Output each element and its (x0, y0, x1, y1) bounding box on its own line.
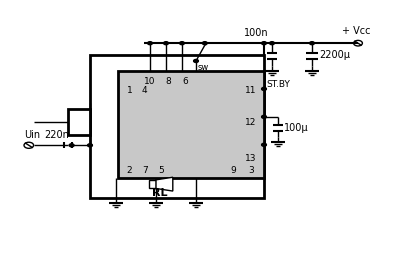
Bar (118, 71, 264, 178)
Text: 4: 4 (142, 86, 148, 95)
Text: 13: 13 (244, 154, 256, 163)
Text: 8: 8 (165, 77, 171, 86)
Text: RL: RL (152, 188, 168, 198)
Text: Uin: Uin (24, 130, 40, 140)
Text: 100n: 100n (244, 28, 268, 38)
Text: 220n: 220n (44, 130, 69, 140)
Text: ST.BY: ST.BY (266, 80, 290, 89)
Circle shape (262, 115, 266, 118)
Text: 9: 9 (230, 166, 236, 175)
Circle shape (148, 42, 152, 45)
Text: 2200μ: 2200μ (319, 50, 350, 60)
Text: 1: 1 (127, 86, 132, 95)
Circle shape (88, 144, 92, 147)
Circle shape (270, 42, 274, 45)
Text: 10: 10 (144, 77, 156, 86)
Bar (90, 55, 264, 198)
Text: 12: 12 (245, 118, 256, 127)
Bar (68, 109, 90, 135)
Text: + Vcc: + Vcc (342, 26, 370, 36)
Circle shape (262, 143, 266, 146)
Circle shape (194, 59, 198, 62)
Circle shape (310, 42, 314, 45)
Text: 7: 7 (142, 166, 148, 175)
Circle shape (262, 42, 266, 45)
Text: 5: 5 (158, 166, 164, 175)
Circle shape (164, 42, 168, 45)
Polygon shape (149, 180, 156, 188)
Text: 11: 11 (244, 86, 256, 95)
Circle shape (262, 87, 266, 90)
Text: 6: 6 (182, 77, 188, 86)
Circle shape (69, 144, 74, 147)
Text: 100μ: 100μ (284, 122, 309, 133)
Text: 3: 3 (248, 166, 254, 175)
Text: 2: 2 (127, 166, 132, 175)
Circle shape (180, 42, 184, 45)
Circle shape (202, 42, 207, 45)
Polygon shape (156, 177, 173, 191)
Text: sw: sw (198, 64, 209, 72)
